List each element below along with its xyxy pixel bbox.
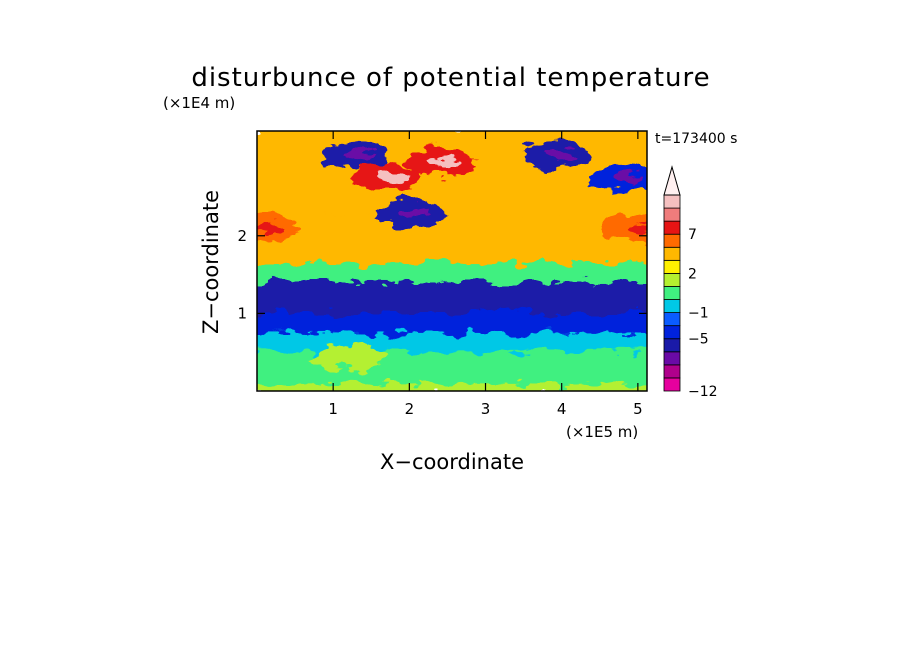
x-tick-label: 1 bbox=[328, 400, 338, 418]
colorbar-segment bbox=[663, 338, 681, 353]
colorbar-segment bbox=[663, 207, 681, 222]
colorbar-label: −5 bbox=[688, 332, 709, 348]
colorbar-segment bbox=[663, 233, 681, 248]
colorbar-segment bbox=[663, 194, 681, 209]
y-unit-label: (×1E4 m) bbox=[163, 94, 235, 112]
colorbar-extend-arrow bbox=[663, 165, 681, 196]
contour-feature-9 bbox=[314, 342, 383, 371]
colorbar-segment bbox=[663, 272, 681, 287]
y-tick-label: 1 bbox=[237, 304, 247, 322]
x-axis: 1 2 3 4 5 bbox=[328, 131, 643, 418]
contour-core-6 bbox=[257, 222, 285, 235]
contour-band-6 bbox=[257, 208, 647, 264]
contour-core-4 bbox=[378, 171, 407, 184]
contour-core-2 bbox=[614, 171, 643, 184]
colorbar-segment bbox=[663, 377, 681, 392]
colorbar-segment bbox=[663, 351, 681, 366]
contour-core-7 bbox=[629, 222, 647, 235]
colorbar-label: −1 bbox=[688, 306, 709, 322]
colorbar-segment bbox=[663, 325, 681, 340]
x-tick-label: 2 bbox=[405, 400, 415, 418]
colorbar-label: 2 bbox=[688, 266, 697, 282]
colorbar-segment bbox=[663, 312, 681, 327]
colorbar-segment bbox=[663, 299, 681, 313]
contour-core-3 bbox=[431, 156, 460, 169]
x-tick-label: 4 bbox=[557, 400, 567, 418]
x-tick-label: 5 bbox=[633, 400, 643, 418]
contour-feature-7 bbox=[603, 214, 647, 243]
timestamp-label: t=173400 s bbox=[655, 131, 737, 147]
colorbar-label: 7 bbox=[688, 227, 697, 243]
contour-field bbox=[257, 131, 647, 391]
x-axis-title: X−coordinate bbox=[380, 450, 524, 474]
plot-frame bbox=[256, 130, 648, 392]
contour-feature-8 bbox=[474, 307, 543, 336]
contour-core-1 bbox=[546, 148, 575, 161]
contour-core-5 bbox=[401, 206, 430, 219]
contour-core-0 bbox=[348, 148, 377, 161]
colorbar-segment bbox=[663, 259, 681, 274]
colorbar-segment bbox=[663, 364, 681, 379]
x-tick-label: 3 bbox=[481, 400, 491, 418]
colorbar-label: −12 bbox=[688, 384, 718, 400]
colorbar-segment bbox=[663, 246, 681, 261]
y-axis-title: Z−coordinate bbox=[199, 190, 223, 334]
y-tick-label: 2 bbox=[237, 227, 247, 245]
colorbar-segment bbox=[663, 286, 681, 300]
chart-title: disturbunce of potential temperature bbox=[191, 63, 710, 93]
x-unit-label: (×1E5 m) bbox=[566, 423, 638, 441]
colorbar-segment bbox=[663, 220, 681, 235]
colorbar: −12−5−127 bbox=[663, 165, 718, 400]
y-axis: 12 bbox=[237, 227, 647, 322]
